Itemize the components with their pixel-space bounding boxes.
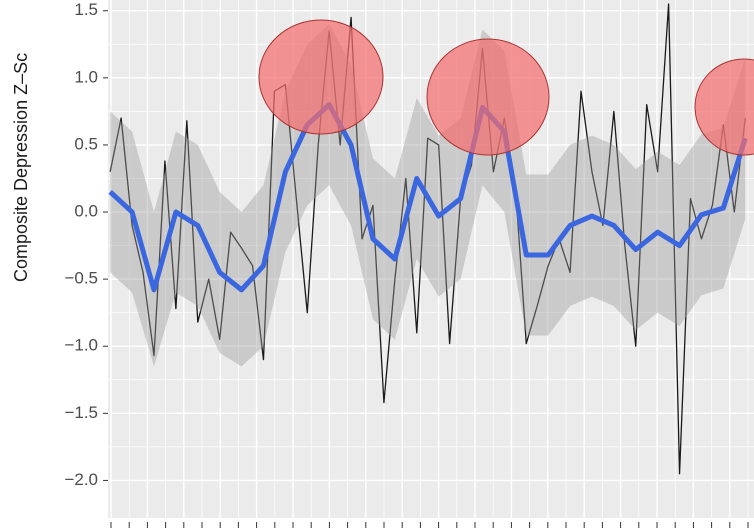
line-raw — [109, 3, 746, 475]
highlight — [694, 58, 754, 156]
y-tick-label: −0.5 — [64, 269, 98, 288]
y-tick-label: −1.5 — [64, 403, 98, 422]
y-tick-label: 0.5 — [74, 134, 98, 153]
y-tick-label: −2.0 — [64, 470, 98, 489]
y-tick-label: 0.0 — [74, 202, 98, 221]
highlight — [258, 19, 384, 135]
line-smooth — [108, 102, 748, 293]
highlights — [258, 19, 754, 156]
y-tick-label: −1.0 — [64, 336, 98, 355]
y-axis-label: Composite Depression Z–Sc — [11, 53, 31, 282]
y-tick-label: 1.0 — [74, 67, 98, 86]
highlight — [426, 38, 550, 156]
y-tick-label: 1.5 — [74, 0, 98, 19]
